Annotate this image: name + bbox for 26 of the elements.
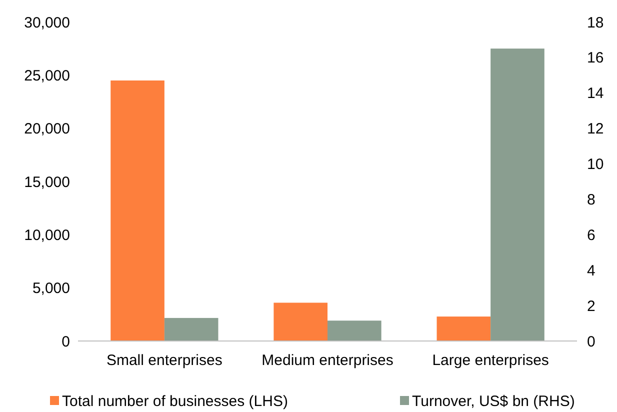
bar [490,48,544,341]
y-tick-label: 25,000 [24,67,70,84]
bar [110,80,164,341]
y-tick-label: 5,000 [32,280,70,298]
y2-tick-label: 8 [587,191,596,208]
y2-tick-label: 12 [587,120,604,138]
y-tick-label: 20,000 [24,120,70,138]
y2-tick-label: 16 [587,50,604,67]
x-tick-label: Large enterprises [432,352,549,369]
y2-tick-label: 2 [587,298,596,315]
y-tick-label: 0 [62,333,70,350]
y2-tick-label: 4 [587,262,596,280]
y2-tick-label: 10 [587,156,604,174]
legend-label: Total number of businesses (LHS) [62,393,288,410]
y2-tick-label: 6 [587,226,596,244]
legend-label: Turnover, US$ bn (RHS) [412,393,575,410]
x-tick-label: Small enterprises [106,352,222,369]
y2-tick-label: 0 [587,333,596,350]
y-tick-label: 15,000 [24,174,70,191]
x-tick-label: Medium enterprises [262,352,394,369]
y2-tick-label: 14 [587,85,604,102]
y-tick-label: 30,000 [24,14,70,32]
y2-tick-label: 18 [587,14,604,32]
bar [164,318,218,341]
bar [436,316,491,341]
y-tick-label: 10,000 [24,226,70,244]
